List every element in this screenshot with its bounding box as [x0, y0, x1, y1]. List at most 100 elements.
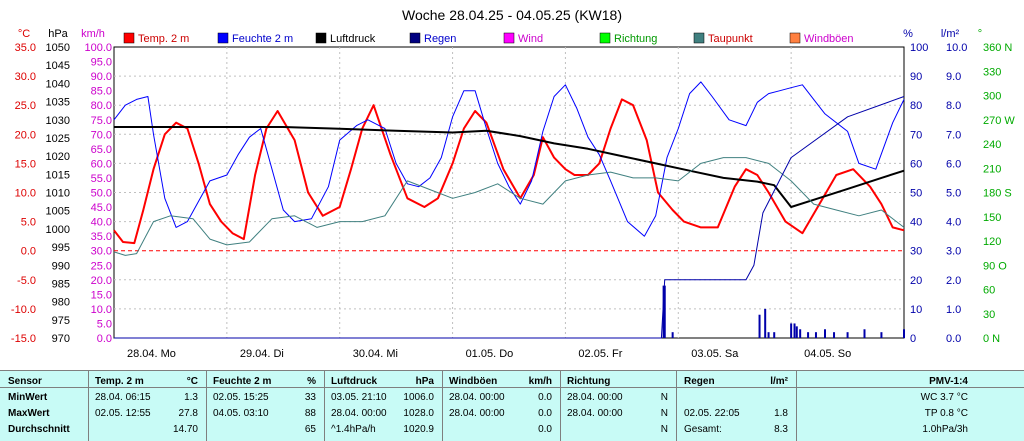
y-tick-label-pct: 80 — [910, 100, 922, 112]
header-richtung: Richtung — [567, 376, 611, 387]
x-tick-label: 04.05. So — [804, 348, 851, 360]
rain-bar — [799, 329, 802, 338]
y-tick-label-pct: 40 — [910, 217, 922, 229]
row-label: MinWert — [8, 392, 48, 403]
y-tick-label-hpa: 995 — [52, 242, 70, 254]
x-tick-label: 03.05. Sa — [691, 348, 739, 360]
x-axis: 28.04. Mo 29.04. Di 30.04. Mi 01.05. Do 02.0… — [127, 348, 851, 360]
header-feuchte: Feuchte 2 m — [213, 376, 272, 387]
x-tick-label: 02.05. Fr — [578, 348, 622, 360]
y-tick-label-deg: 180 S — [983, 188, 1012, 200]
axis-unit-lm2: l/m² — [941, 28, 960, 40]
regen-value: 1.8 — [774, 408, 788, 419]
y-tick-label-deg: 360 N — [983, 42, 1012, 54]
y-axes: 35.0 30.0 25.0 20.0 15.0 10.0 5.0 0.0 -5.0 -10.0 -… — [11, 42, 1015, 345]
rain-bar — [903, 329, 905, 338]
y-tick-label-lm2: 0.0 — [946, 333, 961, 345]
y-tick-label-deg: 210 — [983, 163, 1001, 175]
weather-chart: Woche 28.04.25 - 04.05.25 (KW18) °C hPa km… — [10, 7, 1016, 360]
y-tick-label-temp: 5.0 — [21, 217, 36, 229]
y-tick-label-kmh: 20.0 — [91, 275, 112, 287]
y-tick-label-deg: 150 — [983, 212, 1001, 224]
y-tick-label-hpa: 980 — [52, 297, 70, 309]
feuchte-value: 88 — [304, 408, 316, 419]
feuchte-time: 04.05. 03:10 — [213, 408, 269, 419]
y-tick-label-pct: 90 — [910, 71, 922, 83]
y-tick-label-deg: 30 — [983, 309, 995, 321]
y-tick-label-pct: 60 — [910, 158, 922, 170]
legend-swatch — [693, 32, 705, 44]
y-tick-label-lm2: 2.0 — [946, 275, 961, 287]
y-tick-label-deg: 270 W — [983, 115, 1015, 127]
legend-label: Luftdruck — [330, 33, 376, 45]
legend-label: Richtung — [614, 33, 657, 45]
y-tick-label-temp: 35.0 — [15, 42, 36, 54]
legend-label: Regen — [424, 33, 456, 45]
y-tick-label-kmh: 10.0 — [91, 304, 112, 316]
rain-bar — [662, 285, 665, 338]
y-tick-label-temp: 30.0 — [15, 71, 36, 83]
y-tick-label-kmh: 55.0 — [91, 173, 112, 185]
rain-bar — [764, 308, 767, 338]
y-tick-label-kmh: 95.0 — [91, 57, 112, 69]
rain-bar — [767, 332, 770, 338]
rain-bar — [773, 332, 776, 338]
pmv-value: WC 3.7 °C — [920, 392, 968, 403]
axis-unit-temp: °C — [18, 28, 30, 40]
y-tick-label-deg: 90 O — [983, 260, 1007, 272]
x-tick-label: 29.04. Di — [240, 348, 284, 360]
rain-bar — [671, 332, 674, 338]
y-tick-label-kmh: 100.0 — [84, 42, 112, 54]
y-tick-label-hpa: 985 — [52, 278, 70, 290]
x-tick-label: 01.05. Do — [466, 348, 514, 360]
y-tick-label-kmh: 85.0 — [91, 86, 112, 98]
rain-bar — [863, 329, 866, 338]
y-tick-label-hpa: 1015 — [46, 169, 70, 181]
row-label: MaxWert — [8, 408, 50, 419]
y-tick-label-hpa: 1040 — [46, 78, 70, 90]
feuchte-value: 33 — [304, 392, 316, 403]
y-tick-label-deg: 300 — [983, 91, 1001, 103]
y-tick-label-hpa: 1020 — [46, 151, 70, 163]
y-tick-label-hpa: 975 — [52, 315, 70, 327]
rain-bar — [790, 323, 793, 338]
series-line-feuchte — [113, 81, 905, 237]
regen-time: Gesamt: — [684, 424, 722, 435]
y-tick-label-temp: 25.0 — [15, 100, 36, 112]
legend-label: Wind — [518, 33, 543, 45]
header-temp: Temp. 2 m — [95, 376, 144, 387]
legend-swatch — [503, 32, 515, 44]
y-tick-label-kmh: 65.0 — [91, 144, 112, 156]
axis-unit-deg: ° — [978, 28, 982, 40]
richtung-value: N — [660, 424, 668, 435]
rain-bar — [880, 332, 883, 338]
y-tick-label-lm2: 3.0 — [946, 246, 961, 258]
x-tick-label: 30.04. Mi — [353, 348, 398, 360]
y-tick-label-temp: -5.0 — [17, 275, 36, 287]
rain-bar — [833, 332, 836, 338]
y-tick-label-temp: 15.0 — [15, 158, 36, 170]
header-sensor: Sensor — [8, 376, 42, 387]
y-tick-label-temp: -10.0 — [11, 304, 36, 316]
rain-bar — [758, 314, 761, 338]
y-tick-label-lm2: 4.0 — [946, 217, 961, 229]
windboeen-value: 0.0 — [538, 392, 552, 403]
y-tick-label-deg: 330 — [983, 66, 1001, 78]
feuchte-time: 02.05. 15:25 — [213, 392, 269, 403]
y-tick-label-deg: 120 — [983, 236, 1001, 248]
y-tick-label-pct: 20 — [910, 275, 922, 287]
y-tick-label-temp: -15.0 — [11, 333, 36, 345]
y-tick-label-hpa: 1005 — [46, 206, 70, 218]
y-tick-label-temp: 20.0 — [15, 129, 36, 141]
y-tick-label-temp: 10.0 — [15, 188, 36, 200]
y-tick-label-pct: 30 — [910, 246, 922, 258]
series-line-temp — [113, 98, 905, 245]
y-tick-label-kmh: 45.0 — [91, 202, 112, 214]
y-tick-label-kmh: 75.0 — [91, 115, 112, 127]
y-tick-label-hpa: 1025 — [46, 133, 70, 145]
temp-time: 28.04. 06:15 — [95, 392, 151, 403]
y-tick-label-lm2: 1.0 — [946, 304, 961, 316]
y-tick-label-pct: 50 — [910, 188, 922, 200]
richtung-time: 28.04. 00:00 — [567, 408, 623, 419]
legend-swatch — [123, 32, 135, 44]
